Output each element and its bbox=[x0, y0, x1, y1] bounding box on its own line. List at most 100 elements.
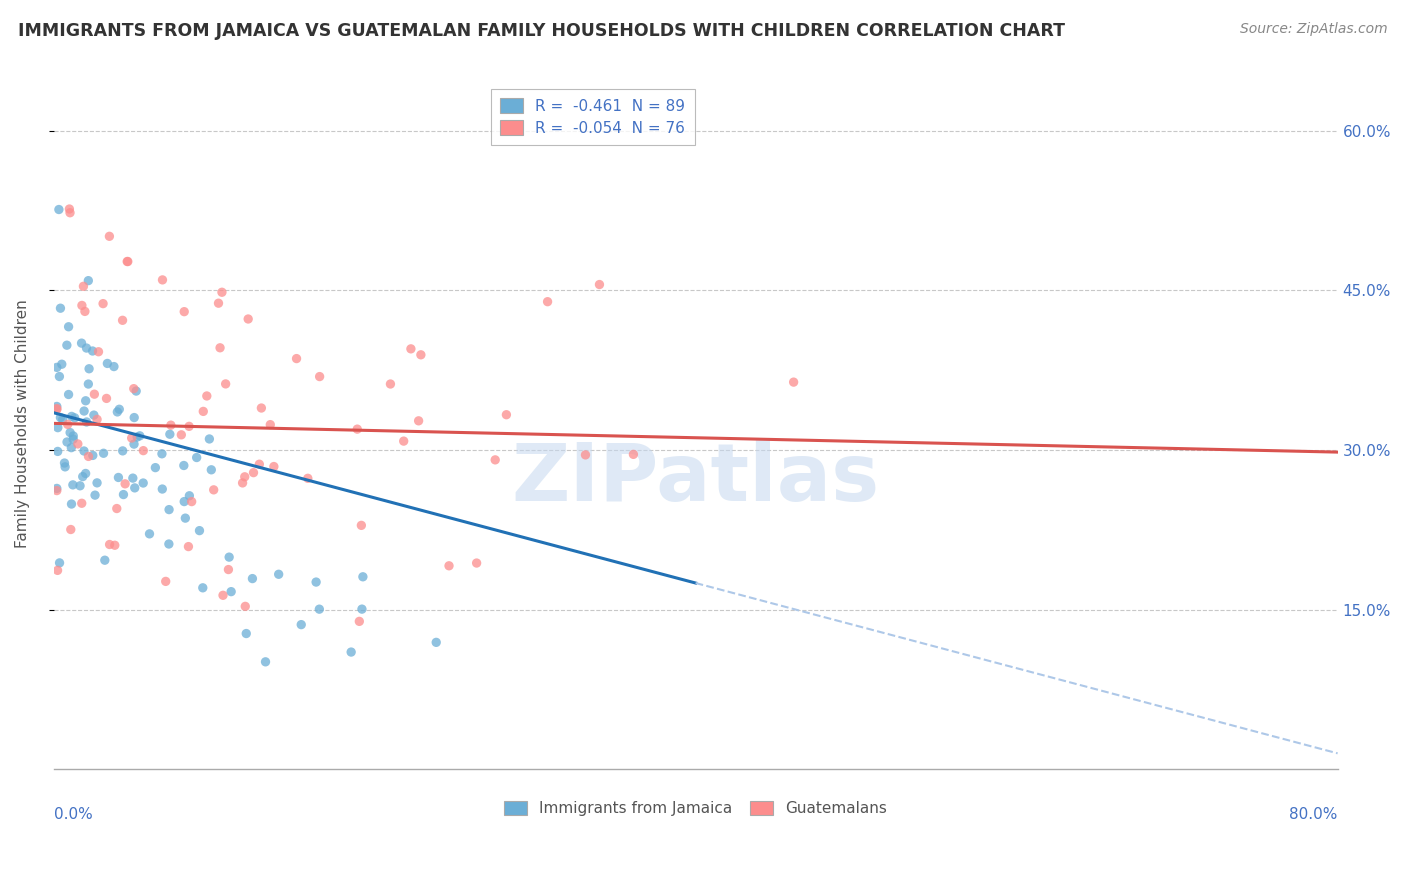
Point bbox=[122, 382, 145, 396]
Point bbox=[77, 377, 100, 392]
Point bbox=[66, 437, 89, 451]
Point bbox=[218, 550, 240, 565]
Point bbox=[177, 419, 200, 434]
Point bbox=[59, 206, 82, 220]
Point bbox=[86, 475, 108, 490]
Point bbox=[56, 417, 79, 432]
Point bbox=[233, 599, 256, 614]
Point bbox=[77, 274, 100, 288]
Point bbox=[285, 351, 308, 366]
Point bbox=[76, 341, 98, 355]
Point bbox=[380, 377, 402, 392]
Text: Source: ZipAtlas.com: Source: ZipAtlas.com bbox=[1240, 22, 1388, 37]
Point bbox=[96, 392, 118, 406]
Point bbox=[170, 427, 193, 442]
Point bbox=[308, 602, 330, 616]
Point bbox=[115, 254, 138, 268]
Point bbox=[152, 273, 174, 287]
Point bbox=[58, 387, 80, 401]
Text: 80.0%: 80.0% bbox=[1289, 807, 1337, 822]
Point bbox=[349, 615, 371, 629]
Point bbox=[242, 572, 264, 586]
Point bbox=[77, 450, 100, 464]
Point bbox=[621, 447, 644, 461]
Point bbox=[51, 357, 73, 371]
Point bbox=[536, 294, 558, 309]
Point bbox=[122, 437, 145, 451]
Point bbox=[267, 567, 290, 582]
Point bbox=[409, 348, 432, 362]
Y-axis label: Family Households with Children: Family Households with Children bbox=[15, 299, 30, 548]
Point bbox=[202, 483, 225, 497]
Point bbox=[191, 581, 214, 595]
Point bbox=[145, 460, 167, 475]
Point bbox=[77, 361, 100, 376]
Point bbox=[48, 202, 70, 217]
Point bbox=[72, 469, 94, 483]
Point bbox=[45, 402, 67, 417]
Point bbox=[75, 393, 97, 408]
Point bbox=[98, 537, 121, 551]
Point bbox=[117, 254, 139, 268]
Point bbox=[308, 369, 330, 384]
Point bbox=[157, 502, 180, 516]
Point bbox=[49, 410, 72, 425]
Point bbox=[62, 432, 84, 446]
Point bbox=[124, 481, 146, 495]
Point bbox=[45, 482, 67, 496]
Point bbox=[574, 448, 596, 462]
Point bbox=[83, 387, 105, 401]
Point bbox=[93, 446, 115, 460]
Point bbox=[340, 645, 363, 659]
Point bbox=[173, 458, 195, 473]
Point bbox=[392, 434, 415, 449]
Point bbox=[346, 422, 368, 436]
Point bbox=[350, 518, 373, 533]
Point bbox=[59, 425, 82, 440]
Point bbox=[160, 418, 183, 433]
Point bbox=[290, 617, 312, 632]
Point bbox=[259, 417, 281, 432]
Point bbox=[254, 655, 277, 669]
Point bbox=[198, 432, 221, 446]
Point bbox=[209, 341, 232, 355]
Point bbox=[62, 429, 84, 443]
Point bbox=[782, 375, 804, 389]
Point bbox=[127, 430, 149, 444]
Point bbox=[200, 463, 222, 477]
Point bbox=[72, 279, 94, 293]
Point bbox=[58, 319, 80, 334]
Point bbox=[186, 450, 208, 465]
Point bbox=[217, 563, 239, 577]
Point bbox=[46, 444, 69, 458]
Point bbox=[138, 526, 160, 541]
Point bbox=[76, 415, 98, 429]
Point bbox=[263, 459, 285, 474]
Point bbox=[73, 404, 96, 418]
Point bbox=[82, 343, 104, 358]
Point bbox=[232, 475, 254, 490]
Point bbox=[179, 489, 201, 503]
Point bbox=[83, 408, 105, 422]
Point bbox=[177, 540, 200, 554]
Point bbox=[121, 471, 143, 485]
Point bbox=[173, 494, 195, 508]
Point bbox=[52, 412, 75, 426]
Point bbox=[425, 635, 447, 649]
Point bbox=[214, 376, 236, 391]
Point bbox=[180, 494, 202, 508]
Point bbox=[352, 570, 374, 584]
Point bbox=[484, 453, 506, 467]
Point bbox=[305, 575, 328, 590]
Point bbox=[94, 553, 117, 567]
Point bbox=[193, 404, 215, 418]
Point bbox=[69, 479, 91, 493]
Point bbox=[174, 511, 197, 525]
Point bbox=[56, 338, 79, 352]
Point bbox=[235, 626, 257, 640]
Point bbox=[132, 443, 155, 458]
Point bbox=[48, 369, 70, 384]
Point bbox=[73, 444, 96, 458]
Point bbox=[73, 304, 96, 318]
Point bbox=[45, 483, 67, 498]
